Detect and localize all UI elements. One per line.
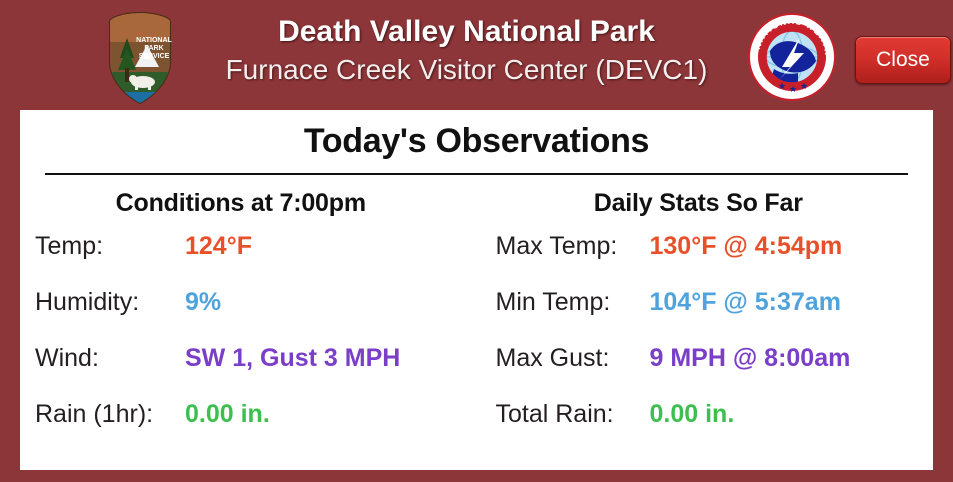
nps-arrowhead-logo: NATIONAL PARK SERVICE: [107, 11, 173, 105]
min-temp-label: Min Temp:: [495, 288, 611, 316]
max-gust-value: 9 MPH @ 8:00am: [649, 344, 851, 372]
total-rain-label: Total Rain:: [495, 400, 614, 428]
total-rain-value: 0.00 in.: [649, 400, 735, 428]
svg-text:NATIONAL: NATIONAL: [136, 37, 172, 44]
wind-label: Wind:: [35, 344, 99, 372]
min-temp-value: 104°F @ 5:37am: [649, 288, 841, 316]
table-row: Humidity: 9%: [35, 288, 477, 344]
table-row: Wind: SW 1, Gust 3 MPH: [35, 344, 477, 400]
temp-label: Temp:: [35, 232, 104, 260]
header-bar: NATIONAL PARK SERVICE Death Valley Natio…: [0, 0, 953, 110]
table-row: Total Rain: 0.00 in.: [496, 400, 934, 456]
svg-text:PARK: PARK: [144, 45, 163, 52]
svg-text:★: ★: [778, 81, 786, 91]
rain-1hr-label: Rain (1hr):: [35, 400, 154, 428]
observations-panel: Today's Observations Conditions at 7:00p…: [20, 110, 933, 470]
svg-text:★: ★: [800, 81, 808, 91]
table-row: Temp: 124°F: [35, 232, 477, 288]
observations-columns: Conditions at 7:00pm Temp: 124°F Humidit…: [20, 189, 933, 456]
svg-text:SERVICE: SERVICE: [139, 53, 170, 60]
current-conditions-heading: Conditions at 7:00pm: [115, 189, 366, 217]
table-row: Min Temp: 104°F @ 5:37am: [496, 288, 934, 344]
humidity-label: Humidity:: [35, 288, 140, 316]
max-temp-value: 130°F @ 4:54pm: [649, 232, 843, 260]
table-row: Rain (1hr): 0.00 in.: [35, 400, 477, 456]
svg-text:★: ★: [789, 84, 797, 94]
humidity-value: 9%: [185, 288, 222, 316]
current-conditions-column: Conditions at 7:00pm Temp: 124°F Humidit…: [20, 189, 477, 456]
table-row: Max Temp: 130°F @ 4:54pm: [496, 232, 934, 288]
rain-1hr-value: 0.00 in.: [185, 400, 270, 428]
daily-stats-heading: Daily Stats So Far: [593, 189, 803, 217]
temp-value: 124°F: [185, 232, 252, 260]
daily-stats-column: Daily Stats So Far Max Temp: 130°F @ 4:5…: [477, 189, 934, 456]
max-temp-label: Max Temp:: [495, 232, 618, 260]
close-button[interactable]: Close: [855, 36, 951, 84]
page-title: Today's Observations: [303, 122, 650, 160]
table-row: Max Gust: 9 MPH @ 8:00am: [496, 344, 934, 400]
nws-logo: NATIONAL WEATHER SERVICE ★ ★ ★: [744, 5, 836, 101]
title-divider: [45, 173, 908, 175]
max-gust-label: Max Gust:: [495, 344, 610, 372]
wind-value: SW 1, Gust 3 MPH: [185, 344, 401, 372]
